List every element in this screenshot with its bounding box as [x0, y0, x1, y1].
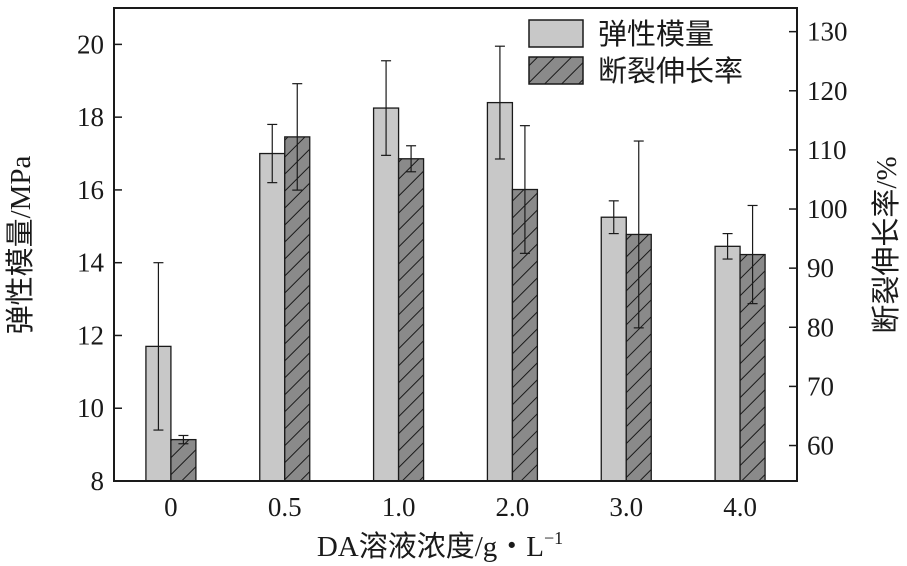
- error-bar-modulus-5: [722, 232, 733, 260]
- right-axis-label: 断裂伸长率/%: [870, 156, 903, 333]
- error-bar-elongation-2: [406, 145, 417, 173]
- error-bar-elongation-3: [519, 125, 530, 254]
- x-tick-label-2: 1.0: [382, 492, 416, 522]
- right-tick-label-130: 130: [807, 17, 848, 47]
- right-tick-label-80: 80: [807, 312, 834, 342]
- legend-label-modulus: 弹性模量: [598, 18, 714, 51]
- left-tick-label-20: 20: [77, 29, 104, 59]
- legend-swatch-modulus: [528, 19, 584, 48]
- x-tick-label-1: 0.5: [268, 492, 302, 522]
- bars-layer: [145, 101, 766, 482]
- x-tick-label-4: 3.0: [609, 492, 643, 522]
- right-tick-label-70: 70: [807, 371, 834, 401]
- bar-elongation-1: [284, 136, 311, 482]
- right-tick-label-100: 100: [807, 194, 848, 224]
- x-axis-label-superscript: −1: [544, 528, 563, 548]
- bar-elongation-2: [397, 158, 425, 482]
- left-axis-label: 弹性模量/MPa: [4, 155, 37, 334]
- legend: 弹性模量 断裂伸长率: [528, 18, 743, 88]
- left-tick-label-10: 10: [77, 393, 104, 423]
- error-bar-modulus-0: [153, 262, 164, 431]
- right-tick-label-60: 60: [807, 431, 834, 461]
- left-tick-label-8: 8: [91, 466, 105, 496]
- error-bars-layer: [153, 45, 758, 445]
- error-bar-elongation-4: [633, 140, 644, 329]
- bar-elongation-3: [511, 188, 539, 482]
- right-tick-label-120: 120: [807, 76, 848, 106]
- right-tick-label-110: 110: [807, 135, 847, 165]
- error-bar-elongation-1: [292, 83, 303, 191]
- bar-modulus-4: [600, 216, 627, 482]
- left-axis: 8 10 12 14 16 18 20: [77, 29, 122, 496]
- right-tick-label-90: 90: [807, 253, 834, 283]
- left-tick-label-14: 14: [77, 248, 105, 278]
- error-bar-modulus-1: [267, 123, 278, 184]
- error-bar-modulus-3: [494, 45, 505, 160]
- x-tick-label-3: 2.0: [496, 492, 530, 522]
- legend-label-elongation: 断裂伸长率: [598, 55, 743, 88]
- bar-elongation-0: [170, 438, 197, 482]
- bar-modulus-2: [372, 107, 400, 482]
- error-bar-elongation-5: [747, 204, 758, 305]
- x-axis-label: DA溶液浓度/g・L−1: [317, 528, 563, 563]
- legend-swatch-elongation: [528, 56, 584, 85]
- x-axis-label-main: DA溶液浓度/g・L: [317, 530, 544, 563]
- bar-modulus-5: [714, 245, 741, 482]
- right-axis: 60 70 80 90 100 110 120 130: [789, 17, 848, 461]
- left-tick-label-16: 16: [77, 175, 104, 205]
- left-tick-label-18: 18: [77, 102, 104, 132]
- error-bar-modulus-2: [381, 60, 392, 156]
- x-tick-label-0: 0: [164, 492, 178, 522]
- left-tick-label-12: 12: [77, 320, 104, 350]
- error-bar-modulus-4: [608, 200, 619, 235]
- x-axis: 0 0.5 1.0 2.0 3.0 4.0: [164, 492, 757, 522]
- bar-modulus-1: [259, 152, 286, 482]
- x-tick-label-5: 4.0: [723, 492, 757, 522]
- error-bar-elongation-0: [178, 434, 189, 445]
- plot-frame: [113, 7, 798, 482]
